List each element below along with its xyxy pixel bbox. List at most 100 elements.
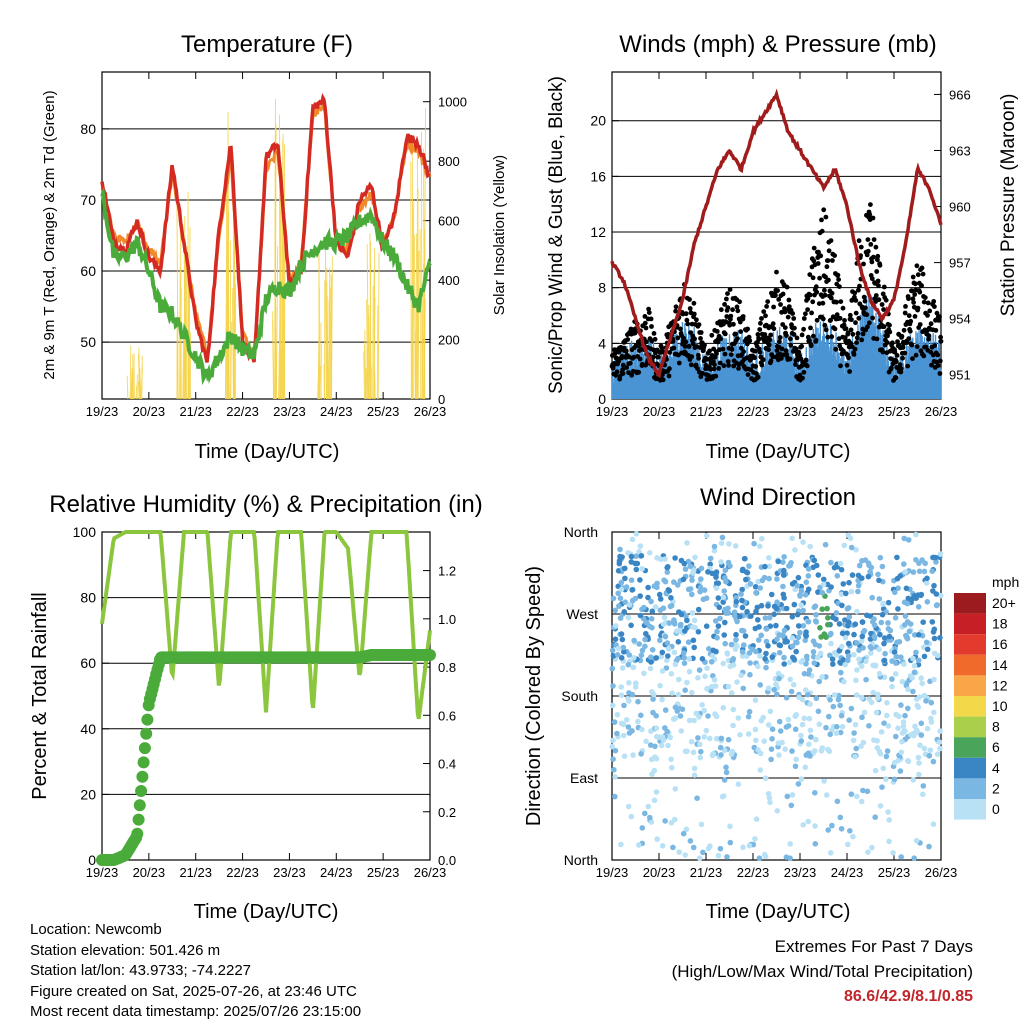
direction-point — [697, 754, 704, 761]
gust-point — [927, 308, 933, 314]
direction-point — [810, 654, 817, 660]
gust-point — [925, 300, 931, 306]
direction-point — [684, 679, 690, 686]
gust-point — [911, 300, 916, 305]
gust-point — [786, 304, 792, 309]
direction-point — [740, 844, 746, 851]
direction-point — [731, 609, 738, 615]
direction-point — [699, 656, 706, 662]
gust-point — [757, 349, 763, 355]
gust-point — [766, 347, 771, 352]
gust-point — [833, 346, 839, 352]
direction-point — [609, 665, 616, 672]
direction-point — [668, 820, 675, 826]
direction-point — [680, 576, 687, 583]
direction-point — [697, 741, 703, 748]
gust-point — [803, 357, 809, 363]
direction-point — [822, 541, 829, 548]
direction-point — [765, 722, 772, 728]
winds-ytick-label: 12 — [590, 224, 606, 240]
gust-point — [637, 356, 643, 362]
direction-point — [815, 589, 821, 595]
direction-point — [650, 691, 657, 698]
direction-point — [637, 577, 643, 583]
direction-point — [915, 704, 922, 710]
gust-point — [935, 363, 941, 368]
direction-point — [858, 638, 865, 644]
direction-point — [612, 774, 618, 780]
direction-point — [884, 700, 890, 706]
direction-point — [654, 836, 660, 842]
direction-point — [865, 849, 871, 855]
direction-point — [787, 562, 793, 569]
gust-point — [782, 325, 788, 330]
direction-point — [813, 736, 819, 743]
direction-point — [765, 791, 772, 797]
direction-point — [926, 843, 932, 850]
direction-point — [794, 611, 801, 618]
legend-label: 12 — [992, 677, 1008, 693]
direction-point — [710, 647, 717, 654]
direction-point — [704, 532, 710, 539]
gust-point — [793, 362, 798, 367]
direction-point — [920, 783, 927, 789]
direction-point — [634, 560, 641, 567]
gust-point — [722, 331, 728, 337]
direction-point — [816, 721, 823, 728]
gust-point — [853, 310, 859, 316]
direction-point — [698, 565, 705, 572]
solar-spike — [272, 311, 275, 400]
direction-series — [609, 531, 944, 861]
temperature-xtick-label: 22/23 — [226, 404, 259, 419]
gust-point — [900, 355, 905, 361]
gust-point — [741, 349, 746, 355]
direction-point — [713, 569, 720, 575]
direction-point — [850, 737, 857, 744]
gust-point — [791, 332, 797, 337]
direction-point — [871, 737, 877, 743]
direction-point — [769, 736, 775, 742]
gust-point — [728, 313, 734, 319]
direction-point — [668, 671, 675, 677]
direction-point — [845, 640, 852, 647]
direction-point — [650, 709, 656, 716]
direction-point — [841, 542, 848, 549]
solar-spike — [366, 299, 368, 400]
gust-point — [881, 284, 887, 290]
direction-point — [649, 608, 656, 615]
direction-point — [829, 822, 835, 829]
gust-point — [922, 295, 928, 300]
direction-point — [696, 855, 703, 861]
winds-y2tick-label: 957 — [949, 256, 971, 271]
direction-point — [913, 649, 919, 656]
gust-point — [718, 307, 724, 313]
gust-point — [717, 360, 723, 366]
direction-point — [798, 776, 805, 782]
direction-point — [788, 688, 795, 695]
direction-point — [713, 574, 719, 580]
gust-point — [642, 314, 648, 319]
direction-point — [761, 738, 767, 744]
direction-point — [703, 623, 710, 629]
direction-point — [618, 655, 625, 661]
direction-point — [878, 619, 885, 626]
direction-point — [714, 635, 720, 641]
winds-y2tick-label: 966 — [949, 87, 971, 102]
direction-point — [618, 586, 625, 593]
direction-point — [742, 633, 749, 639]
direction-point — [816, 678, 822, 685]
gust-point — [763, 313, 768, 319]
direction-point — [626, 690, 632, 696]
direction-point — [827, 850, 834, 856]
temperature-y2tick-label: 400 — [438, 273, 460, 288]
humidity-xtick-label: 26/23 — [414, 865, 447, 880]
direction-point — [662, 556, 668, 562]
gust-point — [777, 351, 783, 357]
direction-point — [860, 645, 866, 651]
direction-point — [912, 723, 918, 730]
direction-point — [915, 632, 922, 638]
direction-point — [671, 579, 677, 585]
direction-point — [659, 668, 666, 674]
gust-point — [856, 287, 861, 293]
direction-point — [752, 836, 758, 842]
